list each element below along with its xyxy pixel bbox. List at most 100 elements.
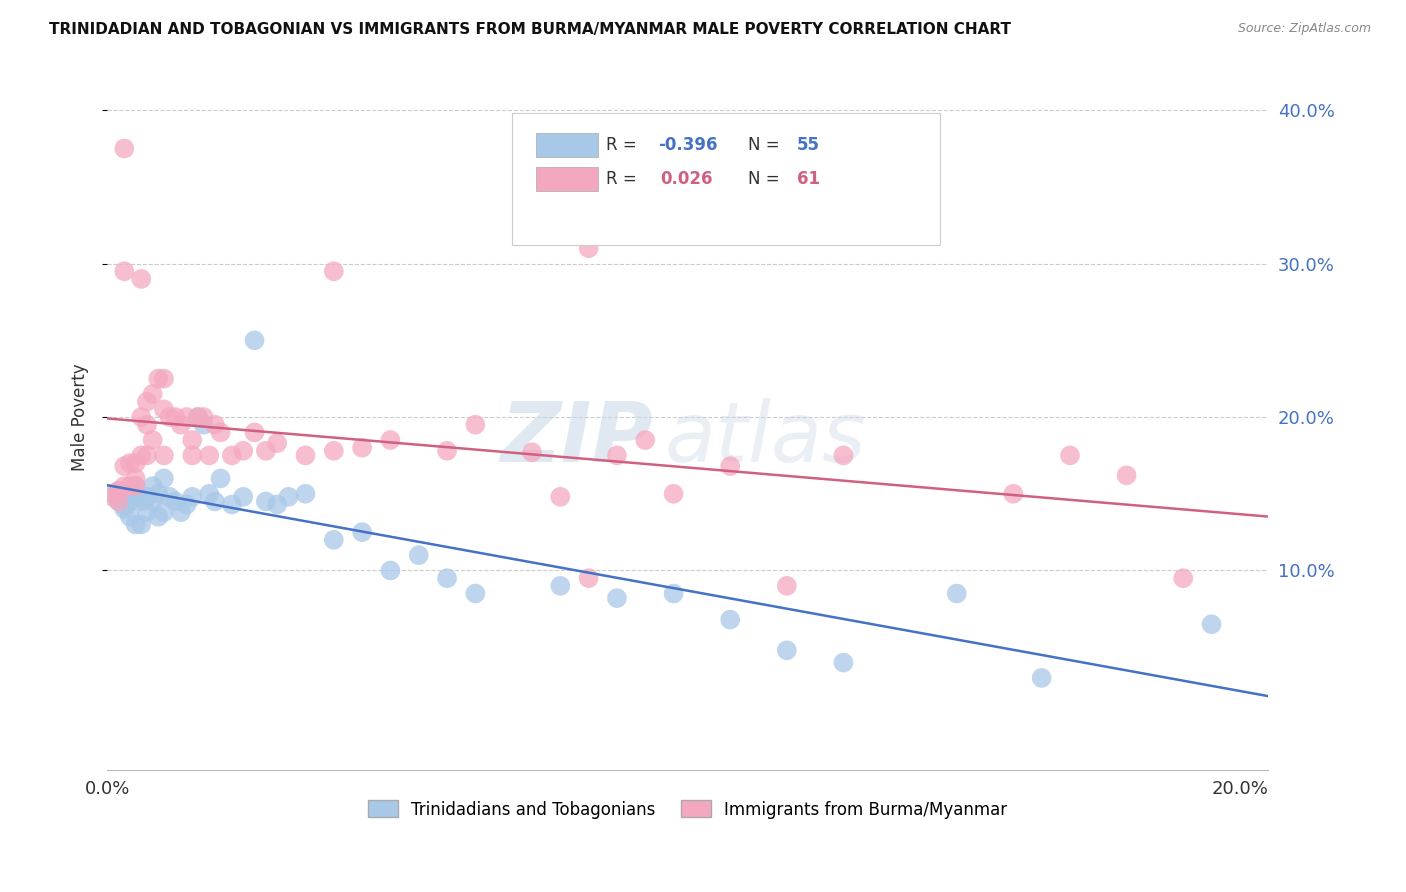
Point	[176, 410, 198, 425]
Point	[832, 656, 855, 670]
Point	[170, 505, 193, 519]
Point	[107, 494, 129, 508]
Point	[153, 505, 176, 519]
Point	[153, 402, 176, 417]
Point	[1031, 671, 1053, 685]
Point	[148, 487, 170, 501]
Point	[1201, 617, 1223, 632]
Point	[136, 490, 159, 504]
Point	[187, 410, 209, 425]
Point	[606, 449, 628, 463]
Point	[550, 579, 572, 593]
Point	[662, 487, 685, 501]
Point	[136, 417, 159, 432]
Point	[294, 449, 316, 463]
Point	[1059, 449, 1081, 463]
Point	[112, 141, 135, 155]
Point	[718, 613, 741, 627]
Point	[118, 509, 141, 524]
Point	[165, 410, 187, 425]
Point	[464, 586, 486, 600]
Point	[124, 490, 146, 504]
Point	[198, 487, 221, 501]
Point	[520, 445, 543, 459]
Point	[776, 643, 799, 657]
Point	[776, 579, 799, 593]
Point	[662, 586, 685, 600]
Point	[142, 387, 165, 401]
Point	[118, 479, 141, 493]
Point	[181, 449, 204, 463]
Point	[129, 494, 152, 508]
Point	[221, 498, 243, 512]
Point	[136, 505, 159, 519]
Point	[118, 487, 141, 501]
Point	[193, 410, 215, 425]
Text: TRINIDADIAN AND TOBAGONIAN VS IMMIGRANTS FROM BURMA/MYANMAR MALE POVERTY CORRELA: TRINIDADIAN AND TOBAGONIAN VS IMMIGRANTS…	[49, 22, 1011, 37]
Point	[243, 425, 266, 440]
Point	[380, 433, 402, 447]
Point	[254, 494, 277, 508]
Point	[112, 479, 135, 493]
Point	[124, 517, 146, 532]
Point	[578, 241, 600, 255]
Point	[124, 479, 146, 493]
Point	[198, 449, 221, 463]
Point	[153, 372, 176, 386]
Point	[159, 490, 181, 504]
Point	[101, 490, 124, 504]
Text: N =: N =	[748, 136, 785, 153]
Point	[148, 509, 170, 524]
Point	[266, 436, 288, 450]
Point	[112, 502, 135, 516]
Point	[578, 571, 600, 585]
Point	[322, 443, 344, 458]
Point	[136, 449, 159, 463]
Point	[107, 483, 129, 498]
Point	[1002, 487, 1025, 501]
Point	[112, 264, 135, 278]
Point	[436, 443, 458, 458]
Point	[209, 471, 232, 485]
Point	[243, 333, 266, 347]
Point	[129, 410, 152, 425]
Point	[124, 471, 146, 485]
Point	[322, 533, 344, 547]
Point	[193, 417, 215, 432]
Point	[277, 490, 299, 504]
Point	[352, 525, 374, 540]
Point	[124, 479, 146, 493]
Point	[606, 591, 628, 606]
Point	[204, 494, 226, 508]
Point	[112, 499, 135, 513]
Text: 55: 55	[797, 136, 820, 153]
Point	[112, 459, 135, 474]
Point	[436, 571, 458, 585]
Point	[118, 494, 141, 508]
Point	[170, 417, 193, 432]
Text: R =: R =	[606, 170, 647, 188]
Point	[945, 586, 967, 600]
Point	[408, 548, 430, 562]
Point	[112, 490, 135, 504]
Point	[718, 459, 741, 474]
Point	[129, 517, 152, 532]
Point	[107, 483, 129, 498]
Point	[136, 394, 159, 409]
Text: Source: ZipAtlas.com: Source: ZipAtlas.com	[1237, 22, 1371, 36]
Point	[634, 433, 657, 447]
Text: R =: R =	[606, 136, 643, 153]
Point	[221, 449, 243, 463]
Point	[254, 443, 277, 458]
Text: -0.396: -0.396	[658, 136, 718, 153]
Point	[159, 410, 181, 425]
Point	[550, 490, 572, 504]
Point	[209, 425, 232, 440]
Text: 61: 61	[797, 170, 820, 188]
Legend: Trinidadians and Tobagonians, Immigrants from Burma/Myanmar: Trinidadians and Tobagonians, Immigrants…	[361, 794, 1014, 825]
Point	[153, 471, 176, 485]
Point	[464, 417, 486, 432]
Text: 0.026: 0.026	[661, 170, 713, 188]
Point	[181, 433, 204, 447]
Point	[204, 417, 226, 432]
